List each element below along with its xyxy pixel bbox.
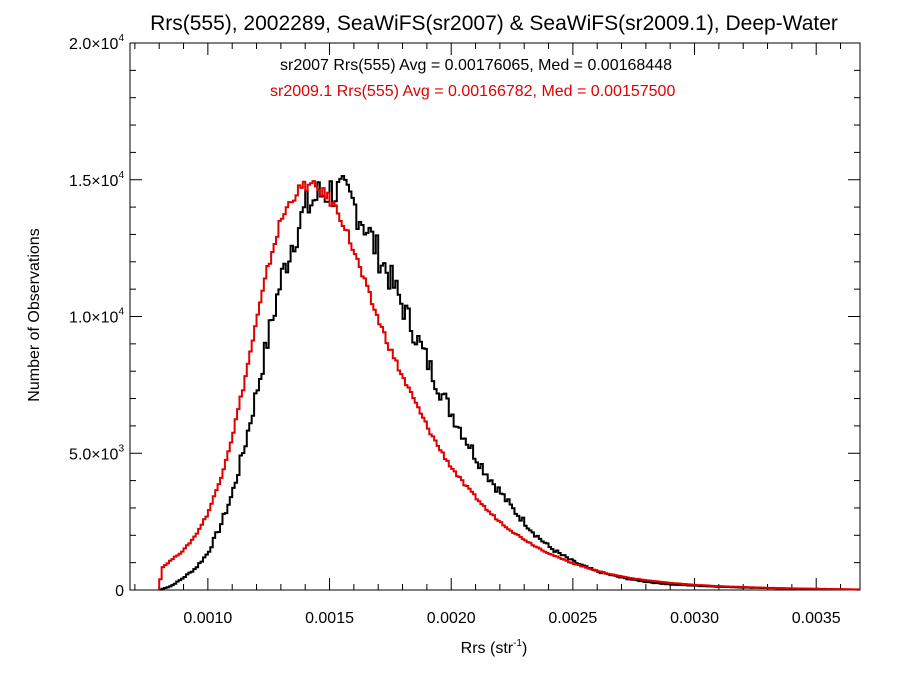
y-tick-exponent: 4 [118, 307, 124, 318]
x-axis-label-sup: -1 [513, 638, 522, 649]
x-axis-label: Rrs (str-1) [461, 638, 528, 657]
chart-title: Rrs(555), 2002289, SeaWiFS(sr2007) & Sea… [150, 12, 838, 35]
plot-area [129, 42, 861, 591]
x-tick-label: 0.0025 [548, 610, 597, 627]
x-tick-label: 0.0020 [427, 610, 476, 627]
y-tick-exponent: 3 [118, 443, 124, 454]
y-tick-label: 1.5×104 [69, 170, 124, 190]
y-tick-label: 5.0×103 [69, 443, 124, 463]
y-tick-mantissa: 0 [115, 583, 124, 600]
y-tick-mantissa: 1.5×10 [69, 173, 118, 190]
x-axis-label-tail: ) [522, 640, 527, 657]
y-tick-exponent: 4 [118, 170, 124, 181]
x-axis-label-main: Rrs (str [461, 640, 514, 657]
histogram-series-sr2009.1 [158, 180, 860, 591]
x-tick-label: 0.0010 [183, 610, 232, 627]
histogram-series-sr2007 [158, 175, 860, 591]
x-tick-label: 0.0030 [670, 610, 719, 627]
x-tick-label: 0.0035 [792, 610, 841, 627]
y-tick-mantissa: 2.0×10 [69, 36, 118, 53]
series-annotation-sr2009: sr2009.1 Rrs(555) Avg = 0.00166782, Med … [270, 83, 675, 100]
y-tick-mantissa: 1.0×10 [69, 310, 118, 327]
y-tick-mantissa: 5.0×10 [69, 446, 118, 463]
y-tick-label: 2.0×104 [69, 33, 124, 53]
y-axis-label: Number of Observations [26, 228, 43, 401]
y-tick-exponent: 4 [118, 33, 124, 44]
x-tick-label: 0.0015 [305, 610, 354, 627]
y-tick-label: 0 [115, 583, 124, 600]
y-tick-label: 1.0×104 [69, 307, 124, 327]
series-annotation-sr2007: sr2007 Rrs(555) Avg = 0.00176065, Med = … [280, 57, 672, 74]
